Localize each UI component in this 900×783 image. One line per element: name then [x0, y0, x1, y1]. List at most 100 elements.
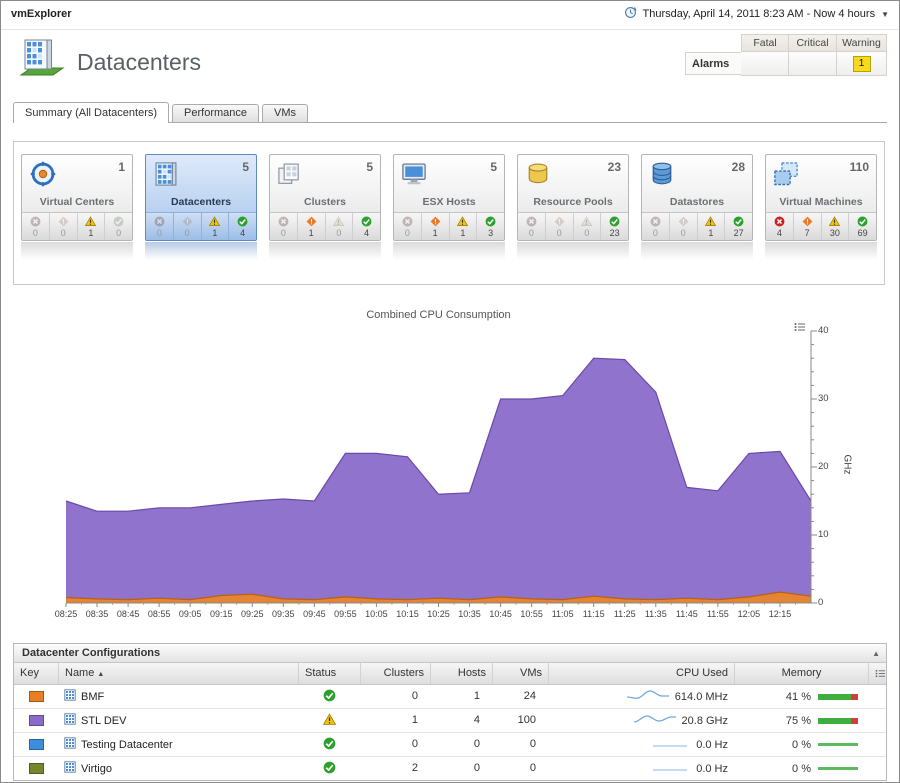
tab-bar: Summary (All Datacenters) Performance VM…: [13, 101, 887, 123]
fatal-stat: 0: [22, 213, 49, 240]
table-row[interactable]: Testing Datacenter 0 0 0 0.0 Hz 0 %: [14, 733, 886, 757]
x-tick-label: 12:05: [737, 609, 761, 619]
tile-count: 5: [490, 160, 497, 174]
cpu-consumption-chart: Combined CPU Consumption 0 10 20 30 40 08:25 0…: [1, 293, 899, 641]
table-customizer-icon[interactable]: [868, 663, 886, 684]
hosts-count: 0: [473, 738, 480, 750]
fatal-stat: 0: [518, 213, 545, 240]
cpu-sparkline: [647, 736, 691, 753]
col-clusters[interactable]: Clusters: [360, 663, 430, 684]
x-tick-label: 11:25: [613, 609, 636, 619]
chart-customizer-icon[interactable]: [794, 319, 806, 337]
time-range-selector[interactable]: Thursday, April 14, 2011 8:23 AM - Now 4…: [624, 6, 889, 22]
x-tick-label: 11:55: [706, 609, 729, 619]
hosts-count: 4: [473, 714, 480, 726]
page-header: Datacenters Fatal Critical Warning Alarm…: [1, 29, 899, 101]
tile-datacenters[interactable]: 5 Datacenters 0 0 1 4: [145, 154, 257, 284]
x-tick-label: 09:25: [240, 609, 264, 619]
object-tiles-panel: 1 Virtual Centers 0 0 1 0 5: [13, 141, 885, 285]
tile-virtual-centers[interactable]: 1 Virtual Centers 0 0 1 0: [21, 154, 133, 284]
warning-stat: 1: [696, 213, 725, 240]
tile-reflection: [393, 242, 505, 260]
tile-esx-hosts[interactable]: 5 ESX Hosts 0 1 1 3: [393, 154, 505, 284]
app-title: vmExplorer: [11, 8, 72, 20]
col-hosts[interactable]: Hosts: [430, 663, 492, 684]
datacenter-name-link[interactable]: Testing Datacenter: [81, 738, 173, 751]
tile-reflection: [21, 242, 133, 260]
vms-count: 100: [517, 714, 536, 726]
key-color-swatch: [28, 739, 44, 750]
table-row[interactable]: BMF 0 1 24 614.0 MHz 41 %: [14, 685, 886, 709]
datacenter-name-link[interactable]: Virtigo: [81, 762, 112, 775]
table-title: Datacenter Configurations: [22, 647, 161, 659]
tile-reflection: [641, 242, 753, 260]
y-tick-label: 20: [818, 461, 829, 472]
area-chart-svg: [65, 330, 817, 607]
table-row[interactable]: STL DEV 1 4 100 20.8 GHz 75 %: [14, 709, 886, 733]
critical-stat: 0: [544, 213, 573, 240]
x-tick-label: 10:55: [520, 609, 543, 619]
normal-stat: 23: [600, 213, 628, 240]
chart-plot-area: 0 10 20 30 40 08:25 08:35 08:45 08:55 09:05 09:15 0…: [55, 325, 886, 631]
tile-reflection: [145, 242, 257, 260]
tab-summary[interactable]: Summary (All Datacenters): [13, 102, 170, 123]
y-tick-label: 30: [818, 393, 829, 404]
virtual-machine-icon: [772, 160, 800, 193]
collapse-panel-button[interactable]: [872, 644, 880, 663]
col-vms[interactable]: VMs: [492, 663, 548, 684]
hosts-count: 1: [473, 690, 480, 702]
warning-stat: 0: [572, 213, 601, 240]
col-key[interactable]: Key: [20, 667, 39, 679]
y-axis-unit-label: GHz: [841, 454, 853, 475]
vms-count: 0: [529, 762, 536, 774]
warning-stat: 30: [820, 213, 849, 240]
x-tick-label: 11:35: [644, 609, 667, 619]
table-row[interactable]: Virtigo 2 0 0 0.0 Hz 0 %: [14, 757, 886, 780]
datacenter-name-link[interactable]: BMF: [81, 690, 105, 703]
memory-percent: 0 %: [792, 738, 811, 751]
tile-reflection: [765, 242, 877, 260]
cpu-sparkline: [647, 760, 691, 777]
x-tick-label: 08:45: [116, 609, 140, 619]
alarms-header-spacer: [685, 34, 741, 50]
tile-virtual-machines[interactable]: 110 Virtual Machines 4 7 30 69: [765, 154, 877, 284]
warning-stat: 1: [76, 213, 105, 240]
datacenter-name-link[interactable]: STL DEV: [81, 714, 127, 727]
key-color-swatch: [28, 691, 44, 702]
virtual-center-icon: [28, 160, 58, 193]
alarms-critical-count: [789, 52, 837, 76]
tab-performance[interactable]: Performance: [172, 104, 260, 122]
x-tick-label: 09:05: [178, 609, 202, 619]
memory-bar: [818, 743, 858, 746]
key-color-swatch: [28, 715, 44, 726]
normal-stat: 69: [848, 213, 876, 240]
y-tick-label: 10: [818, 529, 829, 540]
fatal-stat: 0: [146, 213, 173, 240]
warning-stat: 0: [324, 213, 353, 240]
col-cpu-used[interactable]: CPU Used: [548, 663, 734, 684]
tile-clusters[interactable]: 5 Clusters 0 1 0 4: [269, 154, 381, 284]
memory-bar: [818, 767, 858, 770]
cluster-icon: [276, 160, 304, 193]
datacenter-icon: [64, 713, 76, 728]
datastore-icon: [648, 160, 676, 193]
x-tick-label: 08:35: [85, 609, 109, 619]
col-name[interactable]: Name: [58, 663, 298, 684]
tile-datastores[interactable]: 28 Datastores 0 0 1 27: [641, 154, 753, 284]
x-tick-label: 09:45: [303, 609, 326, 619]
alarms-warning-count[interactable]: 1: [852, 55, 871, 72]
clusters-count: 0: [411, 690, 418, 702]
critical-stat: 1: [296, 213, 325, 240]
x-tick-label: 11:15: [582, 609, 605, 619]
vms-count: 24: [523, 690, 536, 702]
tile-reflection: [269, 242, 381, 260]
fatal-stat: 0: [642, 213, 669, 240]
col-status[interactable]: Status: [298, 663, 360, 684]
cpu-used-value: 0.0 Hz: [696, 762, 728, 775]
memory-percent: 0 %: [792, 762, 811, 775]
tile-resource-pools[interactable]: 23 Resource Pools 0 0 0 23: [517, 154, 629, 284]
col-memory[interactable]: Memory: [734, 663, 868, 684]
tab-vms[interactable]: VMs: [262, 104, 309, 122]
alarms-summary-table: Fatal Critical Warning Alarms 1: [685, 34, 887, 76]
resource-pool-icon: [524, 160, 552, 193]
